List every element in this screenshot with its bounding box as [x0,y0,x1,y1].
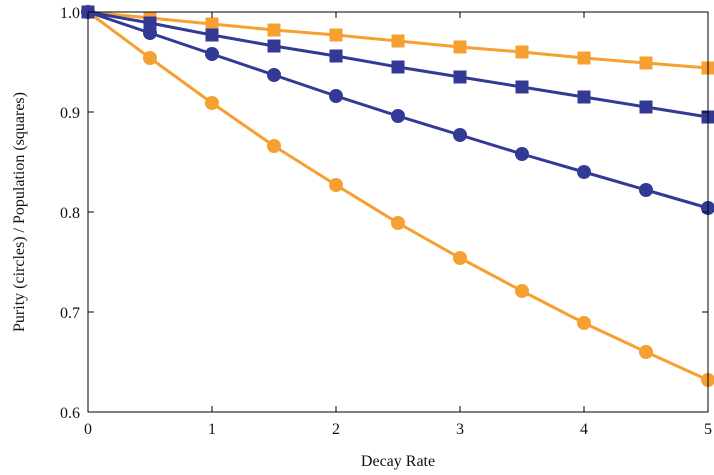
data-point-square [391,60,405,74]
y-axis-label: Purity (circles) / Population (squares) [11,92,28,332]
data-point-circle [205,96,219,110]
data-point-square [329,28,343,42]
ticks-layer: 0 1 2 3 4 5 0.6 0.7 0.8 0.9 1.0 [60,5,712,438]
data-point-square [143,16,157,30]
data-point-square [639,56,653,70]
data-point-square [453,70,467,84]
data-point-circle [329,178,343,192]
series-4 [81,5,714,124]
data-point-square [267,39,281,53]
data-point-square [453,40,467,54]
data-point-circle [267,68,281,82]
y-tick-label: 0.7 [60,305,80,322]
data-point-circle [143,51,157,65]
data-point-circle [205,47,219,61]
y-tick-label: 1.0 [60,5,80,22]
x-tick-label: 3 [456,421,464,438]
data-point-circle [329,89,343,103]
data-point-square [515,80,529,94]
data-point-circle [577,316,591,330]
data-point-circle [391,109,405,123]
data-point-circle [515,284,529,298]
data-point-circle [267,139,281,153]
x-tick-label: 4 [580,421,588,438]
y-tick-label: 0.6 [60,405,80,422]
series-layer [81,5,714,387]
data-point-circle [639,345,653,359]
data-point-circle [577,165,591,179]
data-point-square [329,49,343,63]
data-point-square [515,45,529,59]
series-1 [81,5,714,387]
data-point-square [391,34,405,48]
x-axis-label: Decay Rate [361,453,435,470]
x-tick-label: 2 [332,421,340,438]
data-point-square [639,100,653,114]
data-point-square [267,23,281,37]
data-point-square [205,17,219,31]
data-point-circle [453,251,467,265]
data-point-circle [515,147,529,161]
data-point-square [577,51,591,65]
data-point-square [205,28,219,42]
x-tick-label: 5 [704,421,712,438]
y-tick-label: 0.8 [60,205,80,222]
x-tick-label: 1 [208,421,216,438]
data-point-square [577,90,591,104]
data-point-circle [639,183,653,197]
data-point-circle [391,216,405,230]
x-tick-label: 0 [84,421,92,438]
data-point-circle [453,128,467,142]
y-tick-label: 0.9 [60,105,80,122]
